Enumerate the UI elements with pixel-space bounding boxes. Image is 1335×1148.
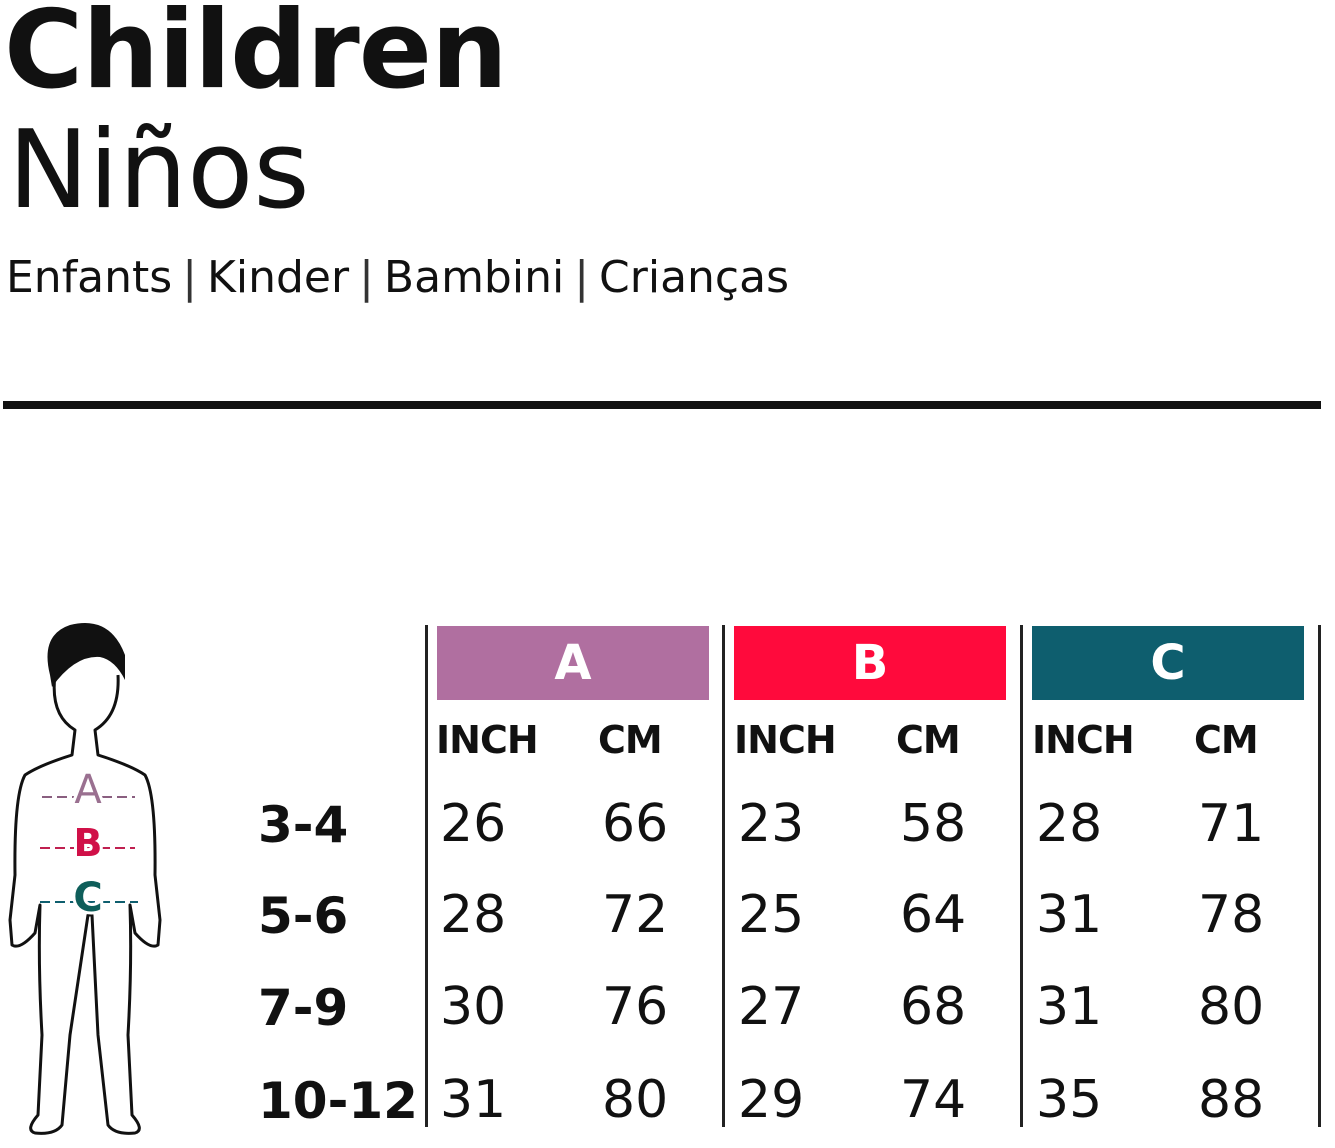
separator: | [359, 252, 374, 303]
column-divider [1318, 625, 1321, 1127]
table-cell: 71 [1198, 794, 1265, 854]
group-header-a: A [437, 626, 709, 700]
column-divider [722, 625, 725, 1127]
table-cell: 80 [1198, 977, 1265, 1037]
language-italian: Bambini [383, 252, 565, 303]
table-cell: 25 [738, 885, 805, 945]
table-cell: 31 [1036, 885, 1103, 945]
table-cell: 88 [1198, 1070, 1265, 1130]
unit-header: CM [896, 718, 961, 762]
table-cell: 64 [900, 885, 967, 945]
child-body-icon: A B C [8, 623, 162, 1135]
label-c: C [73, 875, 102, 921]
label-a: A [74, 767, 102, 813]
table-cell: 31 [1036, 977, 1103, 1037]
separator: | [574, 252, 590, 303]
size-label: 7-9 [258, 979, 349, 1037]
table-cell: 68 [900, 977, 967, 1037]
unit-header: INCH [1032, 718, 1135, 762]
table-cell: 74 [900, 1070, 967, 1130]
table-cell: 30 [440, 977, 507, 1037]
label-b: B [74, 821, 103, 865]
table-cell: 27 [738, 977, 805, 1037]
unit-header: INCH [436, 718, 539, 762]
size-label: 3-4 [258, 796, 349, 854]
unit-header: CM [598, 718, 663, 762]
table-cell: 58 [900, 794, 967, 854]
table-cell: 72 [602, 885, 669, 945]
table-cell: 78 [1198, 885, 1265, 945]
page-subtitle: Niños [8, 108, 310, 233]
language-list: Enfants | Kinder | Bambini | Crianças [6, 252, 789, 305]
size-label: 5-6 [258, 887, 349, 945]
unit-header: INCH [734, 718, 837, 762]
table-cell: 35 [1036, 1070, 1103, 1130]
separator: | [182, 252, 198, 303]
size-label: 10-12 [258, 1072, 418, 1130]
language-portuguese: Crianças [599, 252, 789, 303]
unit-header: CM [1194, 718, 1259, 762]
column-divider [425, 625, 428, 1127]
page-title: Children [4, 0, 508, 113]
language-french: Enfants [6, 252, 173, 303]
table-cell: 66 [602, 794, 669, 854]
table-cell: 80 [602, 1070, 669, 1130]
table-cell: 28 [440, 885, 507, 945]
table-cell: 28 [1036, 794, 1103, 854]
table-cell: 23 [738, 794, 805, 854]
divider [3, 401, 1321, 409]
table-cell: 31 [440, 1070, 507, 1130]
group-header-b: B [734, 626, 1006, 700]
language-german: Kinder [207, 252, 350, 303]
table-cell: 29 [738, 1070, 805, 1130]
column-divider [1020, 625, 1023, 1127]
group-header-c: C [1032, 626, 1304, 700]
table-cell: 26 [440, 794, 507, 854]
table-cell: 76 [602, 977, 669, 1037]
